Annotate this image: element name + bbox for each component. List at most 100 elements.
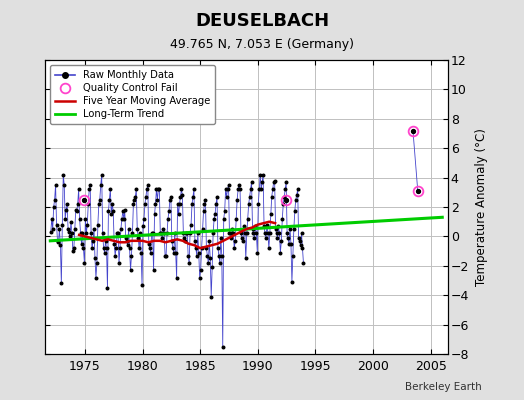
Point xyxy=(297,242,305,248)
Point xyxy=(100,245,108,251)
Point xyxy=(184,252,192,259)
Point xyxy=(227,235,236,241)
Point xyxy=(171,249,180,256)
Point xyxy=(106,186,115,192)
Point xyxy=(95,201,103,207)
Point xyxy=(91,255,99,262)
Point xyxy=(247,179,256,185)
Point xyxy=(261,230,269,237)
Text: DEUSELBACH: DEUSELBACH xyxy=(195,12,329,30)
Point xyxy=(108,201,116,207)
Point xyxy=(169,245,177,251)
Point xyxy=(203,252,212,259)
Point xyxy=(160,230,168,237)
Legend: Raw Monthly Data, Quality Control Fail, Five Year Moving Average, Long-Term Tren: Raw Monthly Data, Quality Control Fail, … xyxy=(50,65,215,124)
Point xyxy=(149,267,158,274)
Point xyxy=(282,179,290,185)
Point xyxy=(140,216,148,222)
Point xyxy=(201,196,210,203)
Point xyxy=(124,242,132,248)
Point xyxy=(193,230,202,237)
Point xyxy=(286,226,294,232)
Point xyxy=(107,211,115,218)
Point xyxy=(274,223,282,229)
Point xyxy=(237,230,245,237)
Point xyxy=(269,179,278,185)
Point xyxy=(139,223,147,229)
Point xyxy=(413,188,422,194)
Point xyxy=(63,201,71,207)
Point xyxy=(263,222,271,228)
Point xyxy=(213,194,221,200)
Point xyxy=(75,216,84,222)
Point xyxy=(198,245,206,251)
Point xyxy=(190,186,198,192)
Point xyxy=(74,186,83,192)
Point xyxy=(135,245,144,251)
Point xyxy=(267,211,275,218)
Point xyxy=(152,186,161,192)
Point xyxy=(178,192,187,198)
Point xyxy=(145,240,153,247)
Point xyxy=(187,222,195,228)
Point xyxy=(121,207,129,213)
Point xyxy=(47,229,55,235)
Point xyxy=(252,230,260,237)
Point xyxy=(236,186,244,192)
Point xyxy=(51,182,60,188)
Point xyxy=(78,240,86,247)
Point xyxy=(224,182,233,188)
Point xyxy=(179,230,188,237)
Point xyxy=(155,186,163,192)
Point xyxy=(59,172,68,178)
Point xyxy=(138,282,146,288)
Point xyxy=(268,186,277,192)
Point xyxy=(205,238,213,244)
Point xyxy=(62,207,70,213)
Point xyxy=(157,230,166,237)
Point xyxy=(234,186,242,192)
Point xyxy=(123,238,131,244)
Point xyxy=(156,230,165,237)
Point xyxy=(56,242,64,248)
Point xyxy=(147,249,155,256)
Point xyxy=(143,186,151,192)
Point xyxy=(118,208,127,215)
Point xyxy=(180,235,189,241)
Point xyxy=(118,216,126,222)
Point xyxy=(60,182,69,188)
Point xyxy=(249,230,258,237)
Point xyxy=(199,226,207,232)
Point xyxy=(276,249,285,256)
Point xyxy=(255,186,264,192)
Point xyxy=(238,235,246,241)
Text: Berkeley Earth: Berkeley Earth xyxy=(406,382,482,392)
Point xyxy=(154,186,162,192)
Point xyxy=(105,196,114,203)
Point xyxy=(219,344,227,350)
Point xyxy=(114,230,122,237)
Point xyxy=(95,196,104,203)
Point xyxy=(57,280,66,287)
Point xyxy=(222,194,231,200)
Point xyxy=(86,182,94,188)
Point xyxy=(239,238,247,244)
Point xyxy=(158,235,167,241)
Point xyxy=(132,186,140,192)
Point xyxy=(191,238,199,244)
Point xyxy=(84,201,92,207)
Point xyxy=(150,211,159,218)
Point xyxy=(212,201,220,207)
Point xyxy=(189,194,197,200)
Point xyxy=(262,235,270,241)
Point xyxy=(199,208,208,215)
Point xyxy=(291,196,300,203)
Point xyxy=(271,226,280,232)
Point xyxy=(151,201,160,207)
Point xyxy=(130,196,138,203)
Point xyxy=(146,245,154,251)
Point xyxy=(284,235,292,241)
Point xyxy=(102,245,111,251)
Point xyxy=(287,240,295,247)
Point xyxy=(112,245,121,251)
